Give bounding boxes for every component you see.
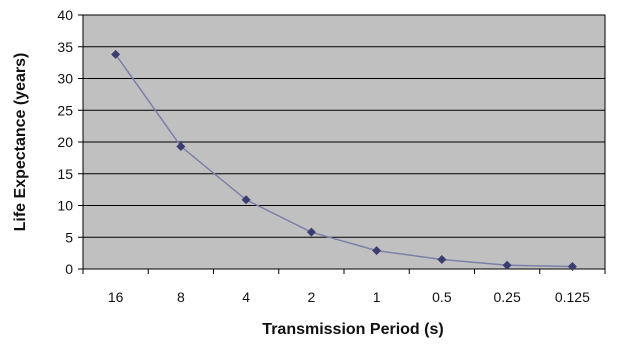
x-axis-tick-labels: 16 8 4 2 1 0.5 0.25 0.125 xyxy=(108,289,590,305)
x-tick-label-8: 8 xyxy=(177,289,185,305)
y-axis-title: Life Expectance (years) xyxy=(12,53,29,232)
x-tick-label-1: 1 xyxy=(373,289,381,305)
y-tick-label-20: 20 xyxy=(57,134,73,150)
x-tick-label-0.5: 0.5 xyxy=(432,289,452,305)
y-tick-label-0: 0 xyxy=(65,261,73,277)
y-tick-label-30: 30 xyxy=(57,71,73,87)
x-axis-ticks xyxy=(83,269,605,274)
y-tick-label-15: 15 xyxy=(57,166,73,182)
y-tick-label-35: 35 xyxy=(57,39,73,55)
x-tick-label-16: 16 xyxy=(108,289,124,305)
x-tick-label-2: 2 xyxy=(307,289,315,305)
y-axis-ticks xyxy=(78,15,83,269)
x-tick-label-4: 4 xyxy=(242,289,250,305)
x-tick-label-0.125: 0.125 xyxy=(555,289,590,305)
y-tick-label-5: 5 xyxy=(65,229,73,245)
y-tick-label-25: 25 xyxy=(57,102,73,118)
y-axis-tick-labels: 0 5 10 15 20 25 30 35 40 xyxy=(57,7,73,277)
y-tick-label-40: 40 xyxy=(57,7,73,23)
x-axis-title: Transmission Period (s) xyxy=(262,321,443,338)
y-tick-label-10: 10 xyxy=(57,198,73,214)
x-tick-label-0.25: 0.25 xyxy=(494,289,521,305)
